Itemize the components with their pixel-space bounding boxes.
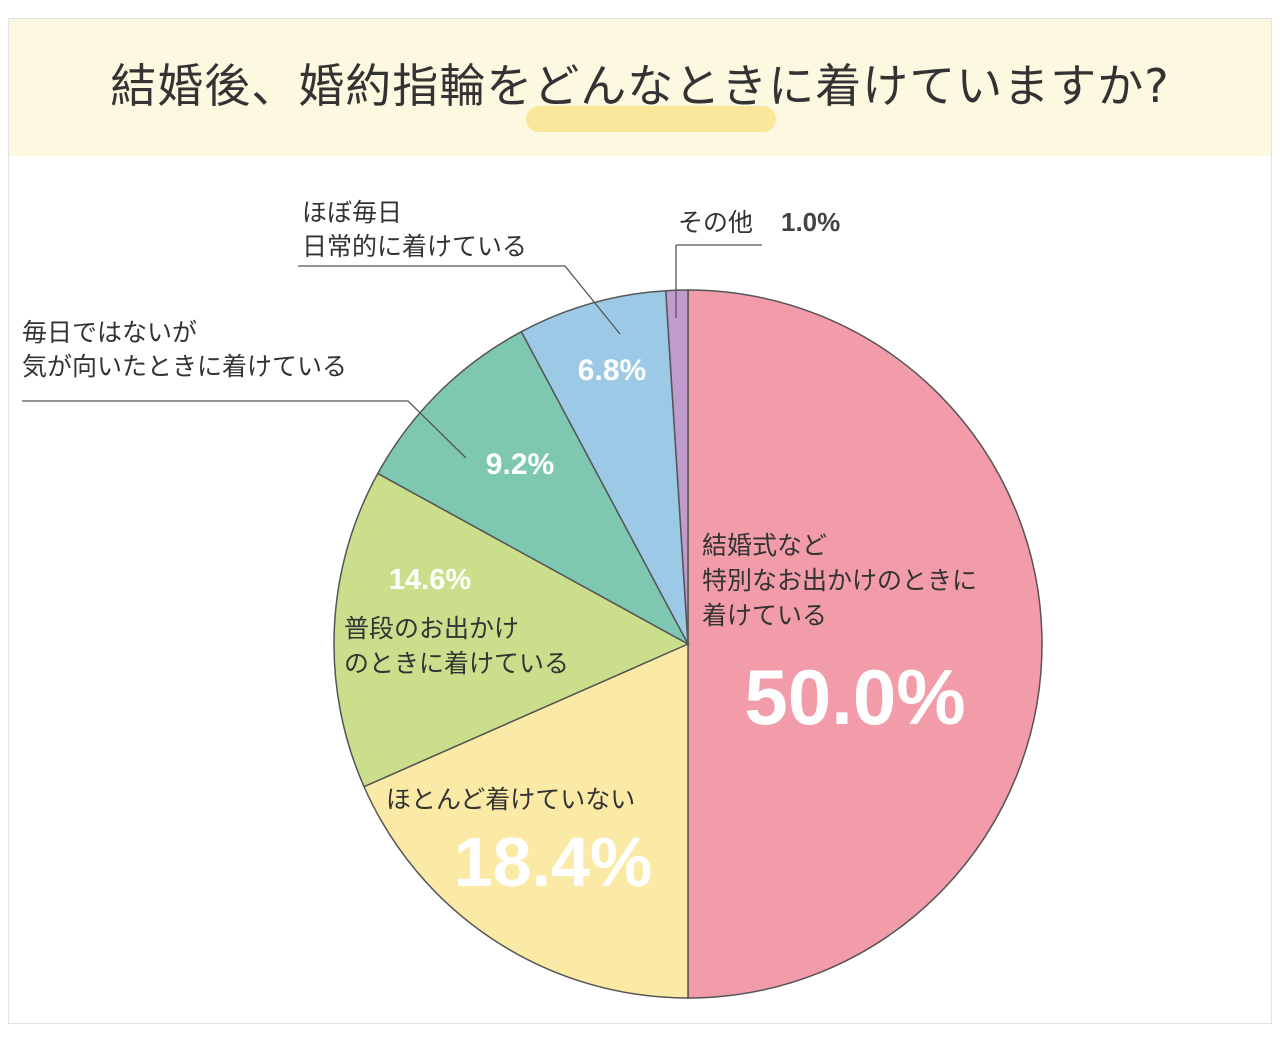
slice-category-label-5: ほぼ毎日日常的に着けている [302,198,527,261]
slice-category-line: ほとんど着けていない [386,785,635,814]
slice-percent-label-4: 9.2% [486,448,554,481]
pie-slice-4 [376,330,690,646]
pie-slices [333,289,1043,999]
pie-slice-6 [664,289,689,645]
pie-slice-1 [687,289,1043,999]
slice-category-line: 結婚式など [702,531,827,560]
pie-slice-3 [333,472,690,788]
slice-category-line: その他 [678,208,753,237]
slice-category-label-6: その他 [678,208,753,237]
slice-category-label-4: 毎日ではないが気が向いたときに着けている [22,318,347,381]
slice-category-line: 特別なお出かけのときに [702,566,977,595]
slice-percent-label-5: 6.8% [578,354,646,387]
chart-title: 結婚後、婚約指輪をどんなときに着けていますか? [110,59,1170,113]
slice-percent-label-2: 18.4% [454,823,652,901]
slice-category-label-1: 結婚式など特別なお出かけのときに着けている [702,531,977,630]
slice-percent-label-6: 1.0% [781,207,840,237]
slice-category-line: のときに着けている [344,649,569,678]
slice-category-line: 普段のお出かけ [344,614,519,643]
slice-category-line: 日常的に着けている [302,232,527,261]
slice-percent-label-3: 14.6% [389,564,471,596]
slice-category-line: 気が向いたときに着けている [22,352,347,381]
title-highlight-marker [526,106,776,132]
title-band [9,19,1271,156]
slice-category-label-2: ほとんど着けていない [386,785,635,814]
leader-lines [22,244,762,459]
leader-line-5 [298,265,621,335]
pie-slice-2 [363,642,689,999]
slice-category-line: ほぼ毎日 [302,198,402,227]
leader-line-4 [22,400,467,459]
pie-slice-5 [520,289,689,645]
slice-category-line: 着けている [702,601,827,630]
slice-category-line: 毎日ではないが [22,318,197,347]
slice-percent-label-1: 50.0% [744,653,965,741]
slice-category-label-3: 普段のお出かけのときに着けている [344,614,569,678]
slice-labels: 結婚式など特別なお出かけのときに着けている 50.0% ほとんど着けていない 18.4… [22,198,977,901]
